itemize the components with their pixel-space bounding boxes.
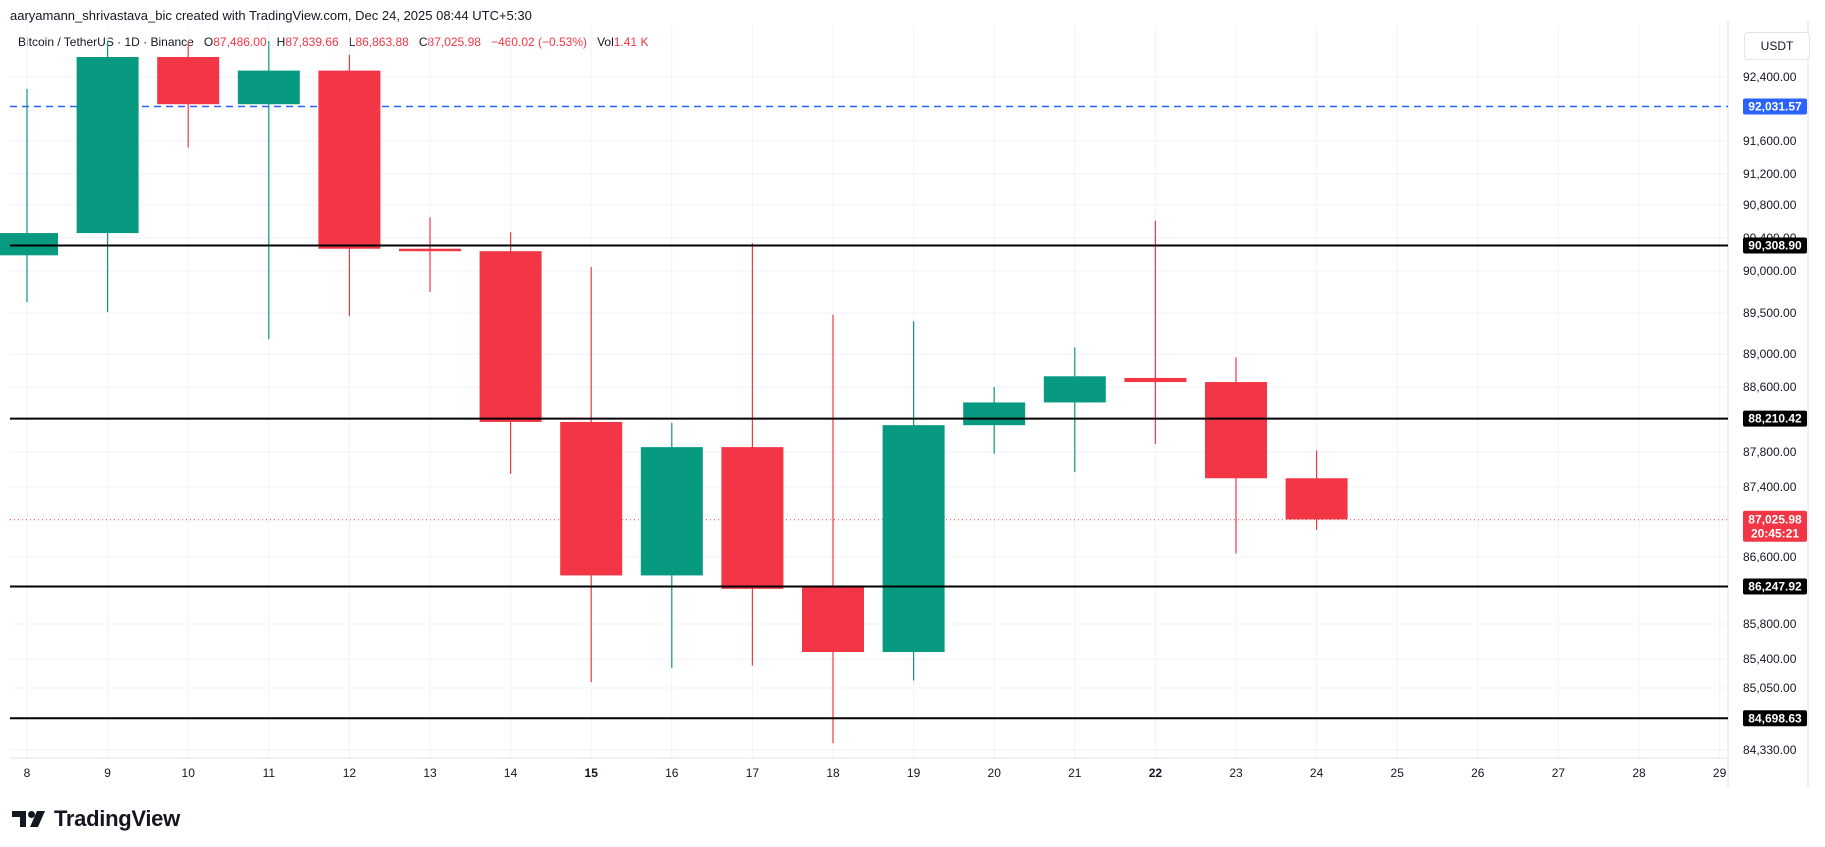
low-label: L [348, 35, 356, 49]
low-value: 86,863.88 [355, 35, 409, 49]
time-tick-label: 18 [826, 766, 840, 780]
level-price-tag-bg [1743, 578, 1807, 595]
time-tick-label: 28 [1632, 766, 1646, 780]
time-tick-label: 24 [1310, 766, 1324, 780]
candle-body[interactable] [721, 447, 784, 589]
candle-body[interactable] [157, 57, 220, 105]
change-value: −460.02 (−0.53%) [490, 35, 588, 49]
price-tick-label: 85,050.00 [1743, 681, 1797, 695]
time-tick-label: 14 [504, 766, 518, 780]
candle-body[interactable] [560, 421, 623, 576]
candle-body[interactable] [1205, 382, 1267, 479]
price-tick-label: 87,800.00 [1743, 445, 1797, 459]
close-value: 87,025.98 [427, 35, 481, 49]
tradingview-wordmark: TradingView [54, 806, 180, 831]
price-tick-label: 86,600.00 [1743, 550, 1797, 564]
time-tick-label: 21 [1068, 766, 1082, 780]
price-tick-label: 92,400.00 [1743, 70, 1797, 84]
time-tick-label: 11 [263, 766, 276, 780]
volume-value: 1.41 K [613, 35, 649, 49]
symbol-legend: Bitcoin / TetherUS · 1D · Binance O87,48… [18, 35, 648, 49]
time-tick-label: 8 [24, 766, 31, 780]
price-tick-label: 84,330.00 [1743, 743, 1797, 757]
candle-body[interactable] [1285, 478, 1348, 520]
candle-body[interactable] [479, 251, 542, 422]
time-tick-label: 26 [1471, 766, 1485, 780]
tradingview-logo-icon [12, 811, 45, 827]
time-tick-label: 27 [1552, 766, 1566, 780]
candle-body[interactable] [237, 70, 300, 105]
time-tick-label: 13 [423, 766, 437, 780]
candle-body[interactable] [802, 586, 864, 652]
high-label: H [276, 35, 286, 49]
time-tick-label: 12 [343, 766, 357, 780]
open-value: 87,486.00 [213, 35, 267, 49]
candle-body[interactable] [640, 447, 703, 576]
time-tick-label: 29 [1713, 766, 1727, 780]
candle-body[interactable] [399, 248, 461, 252]
price-tick-label: 89,000.00 [1743, 347, 1797, 361]
open-label: O [203, 35, 214, 49]
time-tick-label: 19 [907, 766, 921, 780]
time-tick-label: 10 [182, 766, 196, 780]
candle-body[interactable] [0, 233, 58, 256]
time-tick-label: 25 [1391, 766, 1405, 780]
price-tick-label: 85,800.00 [1743, 617, 1797, 631]
candle-body[interactable] [882, 425, 945, 652]
symbol-name[interactable]: Bitcoin / TetherUS · 1D · Binance [18, 35, 194, 49]
price-tick-label: 91,600.00 [1743, 134, 1797, 148]
level-price-tag: 88,210.42 [1748, 412, 1802, 426]
level-price-tag-bg [1743, 710, 1807, 727]
high-value: 87,839.66 [285, 35, 339, 49]
level-price-tag-bg [1743, 410, 1807, 427]
blue-level-price-tag: 92,031.57 [1748, 99, 1802, 113]
time-tick-label: 15 [585, 766, 599, 780]
time-tick-label: 22 [1149, 766, 1163, 780]
time-tick-label: 20 [988, 766, 1002, 780]
time-tick-label: 16 [665, 766, 679, 780]
time-tick-label: 9 [104, 766, 111, 780]
countdown-tag: 20:45:21 [1751, 527, 1799, 541]
candle-body[interactable] [1124, 377, 1187, 383]
time-tick-label: 23 [1229, 766, 1243, 780]
currency-unit-button[interactable]: USDT [1744, 32, 1810, 60]
candle-body[interactable] [76, 57, 139, 234]
level-price-tag: 84,698.63 [1748, 711, 1802, 725]
price-tick-label: 89,500.00 [1743, 306, 1797, 320]
current-price-tag-bg [1743, 510, 1807, 542]
price-tick-label: 87,400.00 [1743, 480, 1797, 494]
blue-level-price-tag-bg [1743, 98, 1807, 115]
close-label: C [418, 35, 428, 49]
level-price-tag: 86,247.92 [1748, 579, 1802, 593]
price-tick-label: 90,800.00 [1743, 198, 1797, 212]
level-price-tag-bg [1743, 237, 1807, 254]
current-price-tag: 87,025.98 [1748, 513, 1802, 527]
chart-credit: aaryamann_shrivastava_bic created with T… [10, 8, 532, 23]
tradingview-logo[interactable]: TradingView [12, 806, 180, 832]
volume-label: Vol [597, 35, 614, 49]
candle-body[interactable] [963, 402, 1026, 426]
time-tick-label: 17 [746, 766, 760, 780]
price-tick-label: 91,200.00 [1743, 167, 1797, 181]
candle-body[interactable] [1043, 376, 1106, 403]
candle-body[interactable] [318, 70, 381, 249]
level-price-tag: 90,308.90 [1748, 239, 1802, 253]
price-tick-label: 90,000.00 [1743, 264, 1797, 278]
price-tick-label: 85,400.00 [1743, 652, 1797, 666]
price-tick-label: 88,600.00 [1743, 380, 1797, 394]
